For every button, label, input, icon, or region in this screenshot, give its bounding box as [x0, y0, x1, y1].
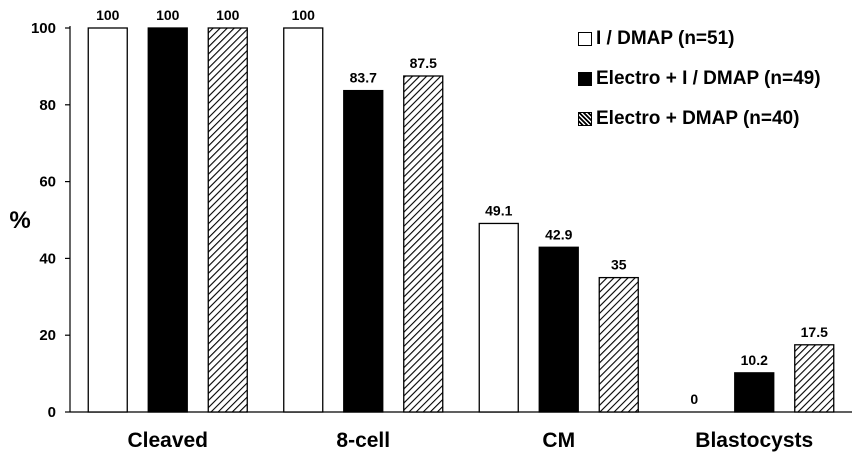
- legend-item-i-dmap: I / DMAP (n=51): [578, 28, 862, 50]
- bar-value-label: 10.2: [741, 352, 768, 368]
- y-axis-ticks: 0 20 40 60 80 100: [31, 20, 70, 421]
- legend-swatch-black: [578, 72, 592, 86]
- bar-value-label: 83.7: [350, 70, 377, 86]
- bar: [538, 246, 579, 413]
- bar-value-label: 100: [216, 7, 240, 23]
- bar: [734, 372, 775, 413]
- y-tick-label: 0: [48, 404, 56, 421]
- legend-label: I / DMAP (n=51): [596, 28, 735, 49]
- y-tick-label: 100: [31, 20, 56, 37]
- y-tick-label: 60: [39, 174, 56, 191]
- y-tick-label: 20: [39, 327, 56, 344]
- y-tick-label: 80: [39, 97, 56, 114]
- x-tick-label: CM: [542, 429, 575, 452]
- bar-value-label: 17.5: [801, 324, 828, 340]
- legend-item-electro-i-dmap: Electro + I / DMAP (n=49): [578, 68, 862, 90]
- bar-value-label: 100: [96, 7, 120, 23]
- legend-swatch-white: [578, 32, 592, 46]
- x-tick-label: Blastocysts: [695, 429, 813, 452]
- bar-value-label: 35: [611, 257, 627, 273]
- bar: [478, 222, 519, 413]
- bar-value-label: 87.5: [410, 55, 437, 71]
- bar-value-label: 100: [292, 7, 316, 23]
- bar: [207, 27, 248, 413]
- x-axis-labels: Cleaved 8-cell CM Blastocysts: [127, 429, 813, 452]
- bar: [598, 276, 639, 413]
- bar-value-label: 0: [690, 391, 698, 407]
- bar: [403, 75, 444, 413]
- bar-value-label: 42.9: [545, 226, 572, 242]
- legend-item-electro-dmap: Electro + DMAP (n=40): [578, 108, 862, 130]
- bar: [794, 344, 835, 413]
- bar-value-label: 49.1: [485, 202, 512, 218]
- bar-value-label: 100: [156, 7, 180, 23]
- axes: [69, 26, 852, 413]
- x-tick-label: Cleaved: [127, 429, 208, 452]
- legend-swatch-hatched: [578, 112, 592, 126]
- value-labels: 100 100 100 100 83.7 87.5 49.1 42.9 35 0 10.2 17.5: [96, 7, 828, 407]
- legend: I / DMAP (n=51) Electro + I / DMAP (n=49…: [578, 28, 862, 148]
- bar: [283, 27, 324, 413]
- bar: [147, 27, 188, 413]
- bar: [343, 89, 384, 413]
- x-tick-label: 8-cell: [336, 429, 390, 452]
- legend-label: Electro + I / DMAP (n=49): [596, 68, 821, 89]
- bar: [87, 27, 128, 413]
- legend-label: Electro + DMAP (n=40): [596, 108, 800, 129]
- bars: [87, 27, 835, 413]
- y-axis-title: %: [9, 207, 30, 234]
- y-tick-label: 40: [39, 250, 56, 267]
